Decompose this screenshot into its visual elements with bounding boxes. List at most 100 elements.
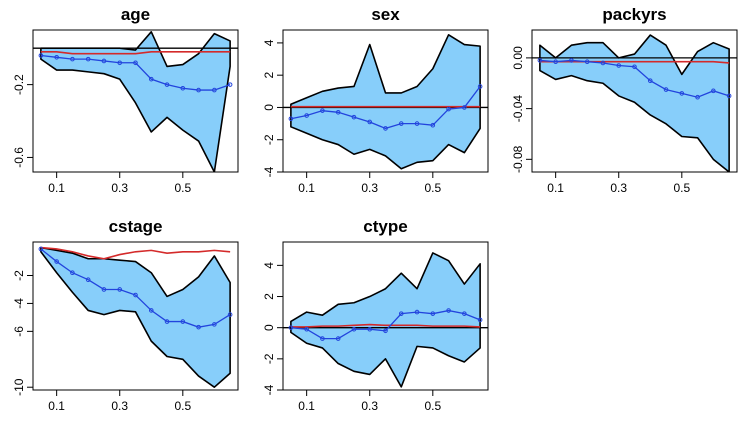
- x-tick-label: 0.5: [424, 399, 441, 413]
- estimate-line: [290, 309, 481, 340]
- estimate-point: [227, 82, 233, 87]
- estimate-point: [383, 328, 388, 334]
- estimate-point: [212, 322, 217, 327]
- confidence-band: [40, 246, 231, 389]
- estimate-line: [40, 54, 231, 91]
- estimate-point: [616, 63, 622, 68]
- estimate-line: [539, 59, 730, 98]
- estimate-point: [133, 292, 138, 298]
- estimate-point: [553, 59, 558, 65]
- estimate-point: [212, 87, 217, 93]
- estimate-point: [711, 88, 716, 94]
- estimate-point: [537, 58, 543, 63]
- y-tick-label: -4: [262, 384, 276, 395]
- panel-age: age 0.1 0.3 0.5 -0.2 -0.6: [12, 5, 239, 195]
- y-tick-label: 4: [262, 262, 276, 269]
- estimate-point: [101, 287, 107, 292]
- estimate-point: [462, 105, 467, 110]
- x-tick-label: 0.1: [48, 399, 65, 413]
- y-tick-label: -2: [262, 353, 276, 364]
- estimate-point: [647, 78, 653, 84]
- y-tick-label: 0: [262, 324, 276, 331]
- y-tick-label: 2: [262, 72, 276, 79]
- estimate-point: [351, 114, 357, 120]
- estimate-point: [38, 246, 44, 252]
- panel-ctype: ctype 0.1 0.3 0.5 -4 -2 0 2 4: [262, 217, 489, 413]
- confidence-band: [539, 34, 730, 172]
- estimate-point: [133, 60, 138, 66]
- y-tick-label: -0.6: [12, 147, 26, 168]
- estimate-line: [40, 248, 231, 328]
- estimate-line: [290, 86, 481, 130]
- plot-frame: [32, 29, 239, 173]
- estimate-point: [196, 324, 201, 330]
- panel-title: packyrs: [602, 5, 666, 24]
- panel-cstage: cstage 0.1 0.3 0.5 -2 -4 -6 -10: [12, 217, 239, 413]
- estimate-point: [446, 106, 451, 112]
- plot-frame: [282, 241, 489, 391]
- y-tick-label: -4: [12, 298, 26, 309]
- estimate-point: [367, 326, 373, 332]
- estimate-point: [148, 76, 154, 82]
- estimate-point: [477, 317, 483, 323]
- y-tick-label: -10: [12, 378, 26, 396]
- x-tick-label: 0.5: [424, 181, 441, 195]
- reference-line: [40, 246, 231, 260]
- confidence-band: [290, 34, 481, 170]
- y-tick-label: -6: [12, 326, 26, 337]
- panel-sex: sex 0.1 0.3 0.5 -4 -2 0 2 4: [262, 5, 489, 195]
- estimate-point: [288, 325, 294, 330]
- x-tick-label: 0.3: [111, 399, 128, 413]
- estimate-point: [148, 308, 154, 313]
- x-tick-label: 0.3: [610, 181, 627, 195]
- estimate-point: [695, 94, 700, 100]
- estimate-point: [320, 108, 325, 113]
- reference-line: [290, 323, 481, 328]
- estimate-point: [335, 336, 341, 341]
- estimate-point: [446, 308, 451, 313]
- estimate-point: [569, 58, 574, 63]
- estimate-point: [398, 311, 404, 316]
- x-tick-label: 0.3: [111, 181, 128, 195]
- estimate-point: [117, 60, 123, 66]
- estimate-point: [462, 311, 467, 316]
- panel-title: ctype: [363, 217, 407, 236]
- plot-frame: [531, 29, 738, 173]
- estimate-point: [414, 309, 420, 315]
- estimate-point: [430, 122, 436, 128]
- estimate-point: [320, 336, 325, 341]
- estimate-point: [164, 82, 170, 87]
- estimate-point: [54, 259, 59, 264]
- estimate-point: [180, 319, 186, 324]
- x-tick-label: 0.5: [673, 181, 690, 195]
- y-tick-label: 4: [262, 39, 276, 46]
- x-tick-label: 0.1: [547, 181, 564, 195]
- estimate-point: [196, 87, 201, 93]
- plot-frame: [32, 241, 239, 391]
- y-tick-label: -0.2: [12, 74, 26, 95]
- estimate-point: [335, 110, 341, 115]
- estimate-point: [367, 119, 373, 125]
- y-tick-label: 2: [262, 293, 276, 300]
- y-tick-label: -2: [12, 270, 26, 281]
- estimate-point: [117, 287, 123, 292]
- reference-line: [539, 60, 730, 64]
- y-tick-label: -2: [262, 134, 276, 145]
- estimate-point: [663, 87, 669, 92]
- confidence-band: [290, 252, 481, 388]
- x-tick-label: 0.1: [298, 399, 315, 413]
- panel-title: sex: [371, 5, 400, 24]
- x-tick-label: 0.3: [361, 399, 378, 413]
- estimate-point: [304, 113, 309, 118]
- y-tick-label: 0: [262, 104, 276, 111]
- estimate-point: [477, 84, 483, 89]
- x-tick-label: 0.1: [298, 181, 315, 195]
- x-tick-label: 0.5: [174, 181, 191, 195]
- y-tick-label: 0.00: [511, 46, 525, 70]
- y-tick-label: -0.08: [511, 145, 525, 173]
- estimate-point: [398, 121, 404, 126]
- estimate-point: [70, 270, 75, 276]
- estimate-point: [227, 312, 233, 317]
- estimate-point: [679, 91, 685, 96]
- panel-packyrs: packyrs 0.1 0.3 0.5 0.00 -0.04 -0.08: [511, 5, 738, 195]
